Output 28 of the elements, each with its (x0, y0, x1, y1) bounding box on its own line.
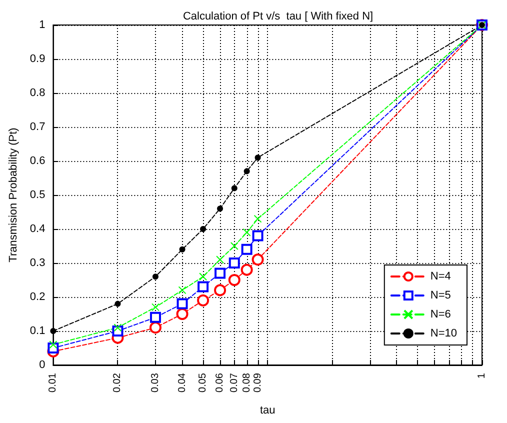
y-tick-label: 0 (39, 359, 46, 371)
y-tick-label: 0.2 (30, 291, 46, 303)
x-tick-label: 0.02 (112, 372, 124, 392)
x-tick-label: 0.05 (198, 372, 209, 392)
y-tick-label: 0.7 (30, 121, 46, 133)
legend-label: N=4 (430, 270, 451, 282)
chart-title: Calculation of Pt v/s tau [ With fixed N] (182, 10, 374, 22)
x-tick-label: 0.07 (228, 372, 240, 392)
y-tick-label: 0.8 (30, 87, 46, 99)
y-tick-label: 0.9 (30, 53, 46, 65)
y-axis-title: Transmision Probability (Pt) (8, 128, 20, 262)
legend-label: N=10 (430, 328, 458, 340)
legend-label: N=6 (430, 308, 451, 320)
x-tick-label: 1 (476, 372, 488, 379)
legend-label: N=5 (430, 290, 451, 302)
x-axis-title: tau (260, 404, 276, 416)
y-tick-label: 1 (39, 19, 46, 31)
x-tick-label: 0.03 (150, 372, 161, 392)
y-tick-label: 0.1 (30, 325, 46, 337)
y-tick-label: 0.4 (30, 223, 46, 235)
x-tick-label: 0.08 (241, 372, 252, 392)
x-tick-label: 0.09 (252, 372, 264, 392)
x-tick-label: 0.04 (176, 372, 188, 392)
y-tick-label: 0.5 (30, 189, 46, 201)
x-tick-label: 0.01 (48, 372, 59, 392)
x-tick-label: 0.06 (214, 372, 226, 392)
y-tick-label: 0.3 (30, 257, 46, 269)
y-tick-label: 0.6 (30, 155, 46, 167)
